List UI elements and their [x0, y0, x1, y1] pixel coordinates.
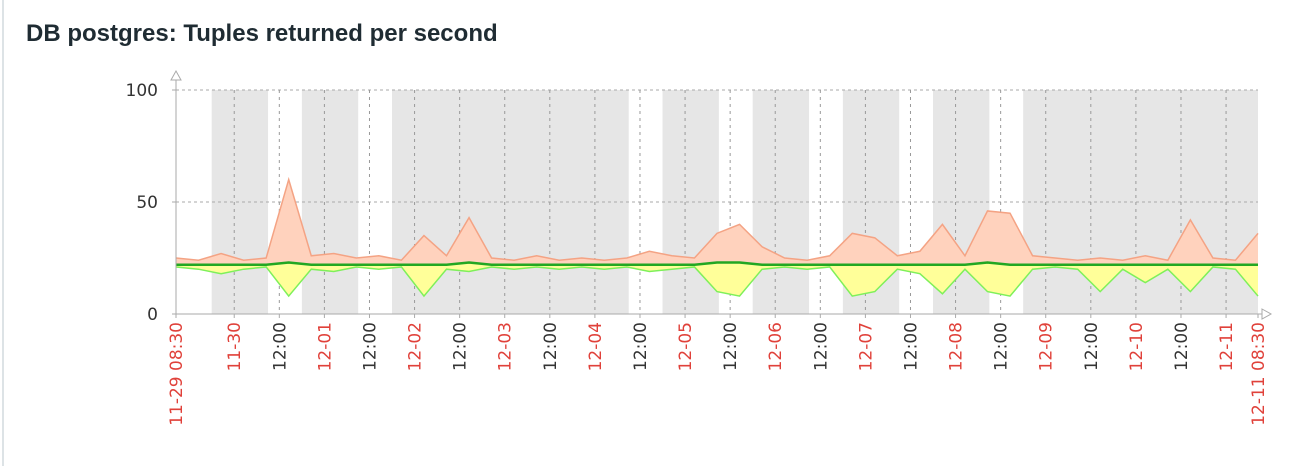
x-tick-label: 12:00 — [811, 322, 831, 371]
x-tick-label: 12-11 — [1217, 322, 1237, 371]
x-tick-label: 11-30 — [225, 322, 245, 371]
series-line — [175, 266, 1259, 298]
shaded-period — [301, 90, 359, 314]
range-area — [176, 179, 1258, 265]
x-tick-label: 12-08 — [947, 322, 967, 371]
x-tick-label: 11-29 08:30 — [167, 322, 187, 426]
y-tick-label: 0 — [147, 305, 158, 325]
range-area — [176, 262, 1258, 297]
plot-layer — [175, 176, 1259, 298]
x-tick-label: 12:00 — [631, 322, 651, 371]
shade-layer — [211, 90, 1258, 314]
x-tick-label: 12-09 — [1037, 322, 1057, 371]
x-axis-arrow — [1261, 308, 1273, 320]
x-tick-label: 12-07 — [856, 322, 876, 371]
x-tick-label: 12:00 — [541, 322, 561, 371]
x-tick-label: 12-05 — [676, 322, 696, 371]
series-line — [175, 176, 1259, 262]
shaded-period — [211, 90, 269, 314]
x-tick-label: 12-11 08:30 — [1249, 322, 1269, 426]
x-tick-label: 12-06 — [766, 322, 786, 371]
x-tick-label: 12:00 — [901, 322, 921, 371]
x-tick-label: 12:00 — [451, 322, 471, 371]
y-tick-label: 50 — [136, 193, 158, 213]
axes-layer: 0 50 100 11-29 08:30 11-30 12:00 12-01 12:00 12-… — [126, 69, 1273, 426]
x-tick-label: 12-04 — [586, 322, 606, 371]
y-tick-label: 100 — [126, 81, 158, 101]
chart-title: DB postgres: Tuples returned per second — [26, 20, 498, 47]
x-tick-label: 12-10 — [1127, 322, 1147, 371]
x-tick-label: 12:00 — [721, 322, 741, 371]
x-tick-label: 12-02 — [406, 322, 426, 371]
series-line — [176, 261, 1258, 266]
x-tick-label: 12:00 — [360, 322, 380, 371]
grid-layer — [176, 89, 1258, 315]
shaded-period — [752, 90, 810, 314]
x-tick-label: 12-03 — [496, 322, 516, 371]
x-tick-label: 12:00 — [992, 322, 1012, 371]
y-axis-arrow — [170, 69, 182, 81]
x-tick-label: 12:00 — [1172, 322, 1192, 371]
x-tick-label: 12:00 — [1082, 322, 1102, 371]
x-tick-label: 12:00 — [270, 322, 290, 371]
x-tick-label: 12-01 — [315, 322, 335, 371]
